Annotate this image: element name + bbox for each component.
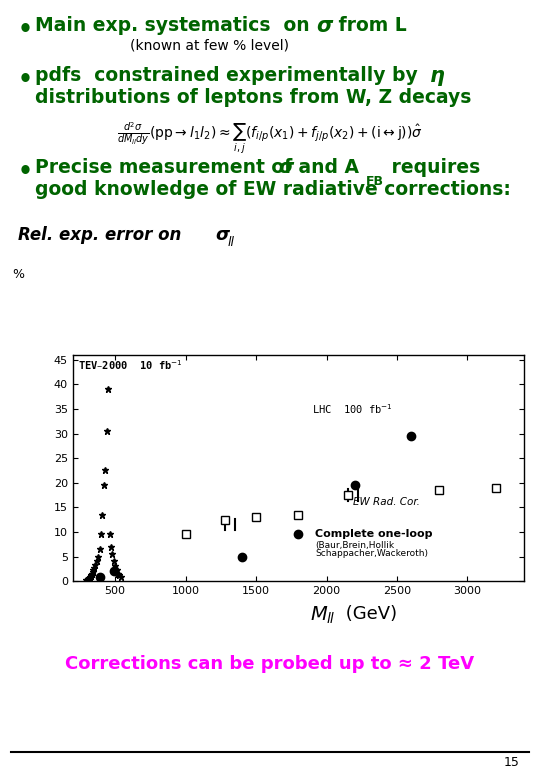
- Text: Complete one-loop: Complete one-loop: [315, 529, 433, 539]
- Text: from L: from L: [332, 16, 407, 35]
- Text: M: M: [310, 605, 327, 624]
- Text: good knowledge of EW radiative corrections:: good knowledge of EW radiative correctio…: [35, 180, 511, 200]
- Text: (GeV): (GeV): [340, 605, 397, 623]
- Text: distributions of leptons from W, Z decays: distributions of leptons from W, Z decay…: [35, 88, 471, 107]
- Text: (known at few % level): (known at few % level): [130, 38, 289, 52]
- Text: •: •: [18, 18, 33, 42]
- Text: pdfs  constrained experimentally by: pdfs constrained experimentally by: [35, 66, 424, 85]
- Text: σ: σ: [316, 16, 332, 36]
- Text: Main exp. systematics  on: Main exp. systematics on: [35, 16, 316, 35]
- Text: LHC  100 fb$^{-1}$: LHC 100 fb$^{-1}$: [313, 402, 393, 416]
- Text: (Baur,Brein,Hollik: (Baur,Brein,Hollik: [315, 541, 394, 550]
- Text: σ: σ: [215, 226, 229, 244]
- Text: ll: ll: [228, 236, 235, 250]
- Text: •: •: [18, 161, 33, 184]
- Text: Schappacher,Wackeroth): Schappacher,Wackeroth): [315, 548, 428, 558]
- Text: %: %: [12, 268, 24, 282]
- Text: 15: 15: [504, 756, 520, 769]
- Text: Corrections can be probed up to ≈ 2 TeV: Corrections can be probed up to ≈ 2 TeV: [65, 655, 475, 673]
- Text: Precise measurement of: Precise measurement of: [35, 158, 305, 177]
- Text: σ: σ: [278, 158, 293, 177]
- Text: •: •: [18, 68, 33, 92]
- Text: ll: ll: [327, 612, 335, 626]
- Text: FB: FB: [366, 176, 384, 188]
- Text: $\frac{d^2\sigma}{dM_{ll}dy}(\mathrm{pp}\to l_1 l_2)\approx\sum_{i,j}(f_{i/p}(x_: $\frac{d^2\sigma}{dM_{ll}dy}(\mathrm{pp}…: [117, 120, 423, 156]
- Text: η: η: [430, 66, 445, 86]
- Text: Rel. exp. error on: Rel. exp. error on: [18, 226, 187, 244]
- Text: EW Rad. Cor.: EW Rad. Cor.: [353, 497, 420, 507]
- Text: TEV–2000  10 fb$^{-1}$: TEV–2000 10 fb$^{-1}$: [78, 358, 183, 371]
- Text: requires: requires: [385, 158, 480, 177]
- Text: and A: and A: [292, 158, 359, 177]
